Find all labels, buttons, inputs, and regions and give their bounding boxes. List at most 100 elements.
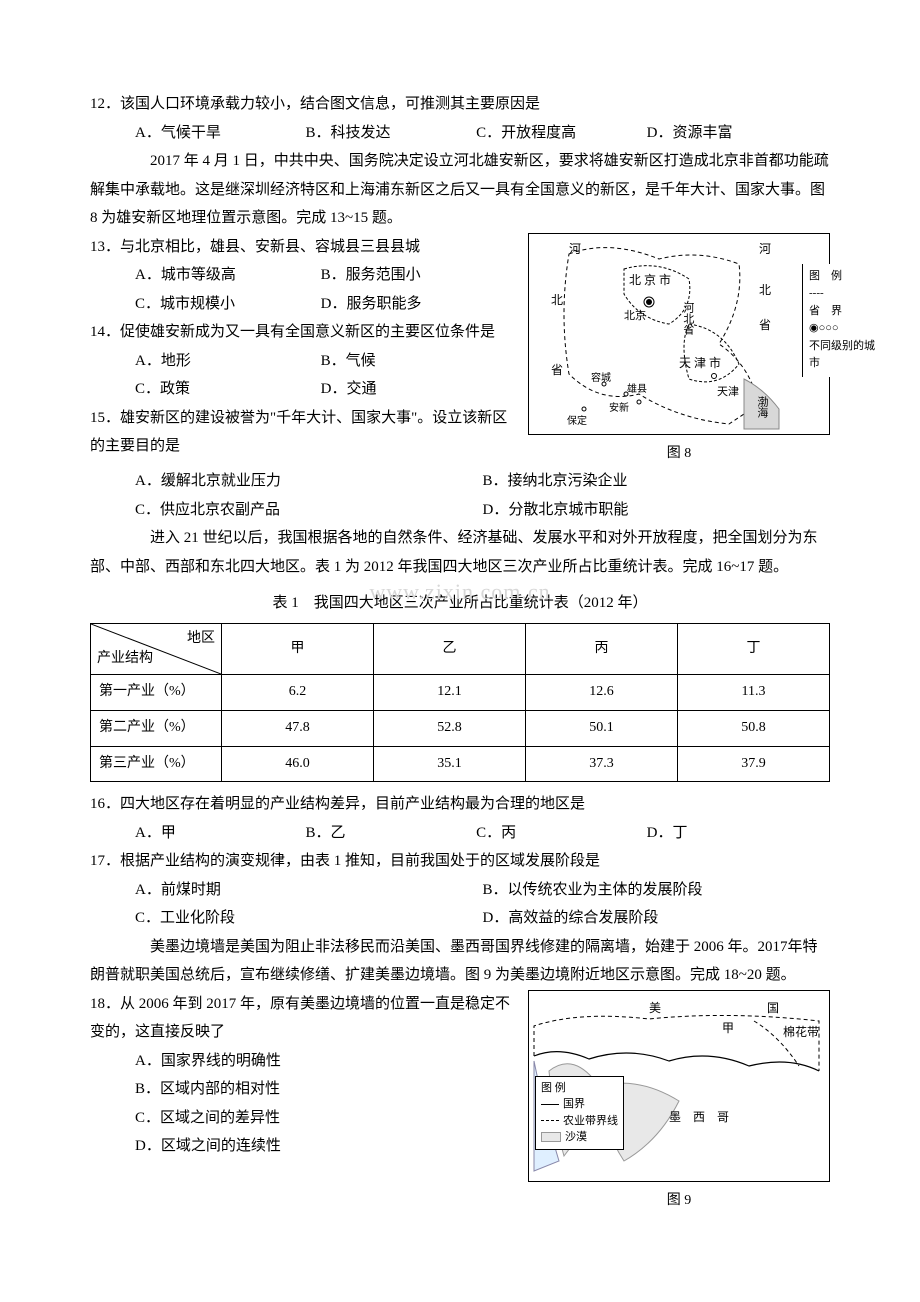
q18-b: B．区域内部的相对性 bbox=[135, 1075, 514, 1104]
fig9-l1: 国界 bbox=[563, 1096, 585, 1113]
map8-rc: 容城 bbox=[591, 369, 611, 388]
table-row: 第二产业（%） 47.8 52.8 50.1 50.8 bbox=[91, 710, 830, 746]
q13-stem: 13．与北京相比，雄县、安新县、容城县三县县城 bbox=[90, 233, 514, 262]
q16-a: A．甲 bbox=[135, 819, 302, 848]
q17-b: B．以传统农业为主体的发展阶段 bbox=[483, 876, 831, 905]
q12-stem: 12．该国人口环境承载力较小，结合图文信息，可推测其主要原因是 bbox=[90, 90, 830, 119]
q14-a: A．地形 bbox=[135, 347, 317, 376]
cell: 37.3 bbox=[526, 746, 678, 782]
table-row: 第一产业（%） 6.2 12.1 12.6 11.3 bbox=[91, 675, 830, 711]
map8-legend: 图 例 ---- 省 界 ◉○○○ 不同级别的城市 bbox=[802, 264, 879, 378]
fig9-l3: 沙漠 bbox=[565, 1129, 587, 1146]
q13-a: A．城市等级高 bbox=[135, 261, 317, 290]
q12-d: D．资源丰富 bbox=[647, 119, 814, 148]
q18-stem: 18．从 2006 年到 2017 年，原有美墨边境墙的位置一直是稳定不变的，这… bbox=[90, 990, 514, 1047]
map8-hebei: 河北省 bbox=[677, 302, 698, 335]
q13-d: D．服务职能多 bbox=[321, 290, 503, 319]
q13-options: A．城市等级高 B．服务范围小 C．城市规模小 D．服务职能多 bbox=[90, 261, 514, 318]
q15-c: C．供应北京农副产品 bbox=[135, 496, 483, 525]
table-row: 第三产业（%） 46.0 35.1 37.3 37.9 bbox=[91, 746, 830, 782]
q16-d: D．丁 bbox=[647, 819, 814, 848]
map8-bd: 保定 bbox=[567, 412, 587, 431]
col-yi: 乙 bbox=[374, 624, 526, 675]
q15-options: A．缓解北京就业压力 B．接纳北京污染企业 C．供应北京农副产品 D．分散北京城… bbox=[90, 467, 830, 524]
q12-a: A．气候干旱 bbox=[135, 119, 302, 148]
q14-d: D．交通 bbox=[321, 375, 503, 404]
cell: 11.3 bbox=[678, 675, 830, 711]
q15-a: A．缓解北京就业压力 bbox=[135, 467, 483, 496]
cell: 6.2 bbox=[222, 675, 374, 711]
table-1: 地区 产业结构 甲 乙 丙 丁 第一产业（%） 6.2 12.1 12.6 11… bbox=[90, 623, 830, 782]
map8-xx: 雄县 bbox=[627, 380, 647, 399]
fig9-legend-title: 图 例 bbox=[541, 1080, 618, 1097]
cell: 12.1 bbox=[374, 675, 526, 711]
map8-he1: 河 bbox=[569, 238, 581, 261]
q12-b: B．科技发达 bbox=[306, 119, 473, 148]
fig9-l2: 农业带界线 bbox=[563, 1113, 618, 1130]
fig9-us: 美 bbox=[649, 997, 661, 1020]
q12-c: C．开放程度高 bbox=[476, 119, 643, 148]
q13-b: B．服务范围小 bbox=[321, 261, 503, 290]
row2-label: 第二产业（%） bbox=[91, 710, 222, 746]
q14-stem: 14．促使雄安新成为又一具有全国意义新区的主要区位条件是 bbox=[90, 318, 514, 347]
map8-he2: 河 bbox=[759, 238, 771, 261]
map8-ax: 安新 bbox=[609, 399, 629, 418]
map8-sheng: 省 bbox=[551, 359, 563, 382]
q16-stem: 16．四大地区存在着明显的产业结构差异，目前产业结构最为合理的地区是 bbox=[90, 790, 830, 819]
legend-sym: ◉○○○ bbox=[809, 320, 879, 338]
q18-c: C．区域之间的差异性 bbox=[135, 1104, 514, 1133]
map8-tj: 天津 bbox=[717, 382, 739, 403]
intro-13-15: 2017 年 4 月 1 日，中共中央、国务院决定设立河北雄安新区，要求将雄安新… bbox=[90, 147, 830, 233]
fig9-legend: 图 例 国界 农业带界线 沙漠 bbox=[535, 1076, 624, 1150]
figure-9-map: 美 国 甲 棉花带 墨 西 哥 图 例 国界 农业带界线 沙漠 bbox=[528, 990, 830, 1182]
figure-8-map: 河 河 北 北 北 京 市 北京 河北省 省 省 天 津 市 天津 容城 雄县 … bbox=[528, 233, 830, 435]
legend-title: 图 例 bbox=[809, 268, 879, 286]
q17-d: D．高效益的综合发展阶段 bbox=[483, 904, 831, 933]
col-bing: 丙 bbox=[526, 624, 678, 675]
diag-top: 地区 bbox=[187, 626, 215, 653]
row1-label: 第一产业（%） bbox=[91, 675, 222, 711]
cell: 52.8 bbox=[374, 710, 526, 746]
legend-cities: 不同级别的城市 bbox=[809, 338, 879, 373]
q14-c: C．政策 bbox=[135, 375, 317, 404]
q12-options: A．气候干旱 B．科技发达 C．开放程度高 D．资源丰富 bbox=[90, 119, 830, 148]
q14-options: A．地形 B．气候 C．政策 D．交通 bbox=[90, 347, 514, 404]
cell: 37.9 bbox=[678, 746, 830, 782]
watermark: www.zixin.com.cn bbox=[90, 571, 830, 613]
fig9-mexico: 墨 西 哥 bbox=[669, 1106, 729, 1129]
map8-bj: 北京 bbox=[624, 306, 646, 327]
cell: 12.6 bbox=[526, 675, 678, 711]
cell: 50.8 bbox=[678, 710, 830, 746]
map8-tjcity: 天 津 市 bbox=[679, 352, 721, 375]
fig9-mianhua: 棉花带 bbox=[783, 1021, 819, 1044]
q17-c: C．工业化阶段 bbox=[135, 904, 483, 933]
map8-sheng2: 省 bbox=[759, 314, 771, 337]
q17-options: A．前煤时期 B．以传统农业为主体的发展阶段 C．工业化阶段 D．高效益的综合发… bbox=[90, 876, 830, 933]
figure-8-caption: 图 8 bbox=[528, 441, 830, 468]
q13-c: C．城市规模小 bbox=[135, 290, 317, 319]
fig9-guo: 国 bbox=[767, 997, 779, 1020]
row3-label: 第三产业（%） bbox=[91, 746, 222, 782]
map8-bei2: 北 bbox=[759, 279, 771, 302]
q17-a: A．前煤时期 bbox=[135, 876, 483, 905]
map8-bjcity: 北 京 市 bbox=[629, 269, 671, 292]
q15-d: D．分散北京城市职能 bbox=[483, 496, 831, 525]
diag-bot: 产业结构 bbox=[97, 646, 153, 673]
q16-options: A．甲 B．乙 C．丙 D．丁 bbox=[90, 819, 830, 848]
q16-c: C．丙 bbox=[476, 819, 643, 848]
cell: 35.1 bbox=[374, 746, 526, 782]
q15-stem: 15．雄安新区的建设被誉为"千年大计、国家大事"。设立该新区的主要目的是 bbox=[90, 404, 514, 461]
q15-b: B．接纳北京污染企业 bbox=[483, 467, 831, 496]
map8-bei: 北 bbox=[551, 289, 563, 312]
col-ding: 丁 bbox=[678, 624, 830, 675]
q16-b: B．乙 bbox=[306, 819, 473, 848]
cell: 47.8 bbox=[222, 710, 374, 746]
figure-9-caption: 图 9 bbox=[528, 1188, 830, 1215]
q18-d: D．区域之间的连续性 bbox=[135, 1132, 514, 1161]
fig9-jia: 甲 bbox=[722, 1017, 734, 1040]
legend-border: 省 界 bbox=[809, 303, 879, 321]
q18-options: A．国家界线的明确性 B．区域内部的相对性 C．区域之间的差异性 D．区域之间的… bbox=[90, 1047, 514, 1161]
map8-bohai: 渤海 bbox=[751, 396, 772, 418]
cell: 46.0 bbox=[222, 746, 374, 782]
intro-18-20: 美墨边境墙是美国为阻止非法移民而沿美国、墨西哥国界线修建的隔离墙，始建于 200… bbox=[90, 933, 830, 990]
